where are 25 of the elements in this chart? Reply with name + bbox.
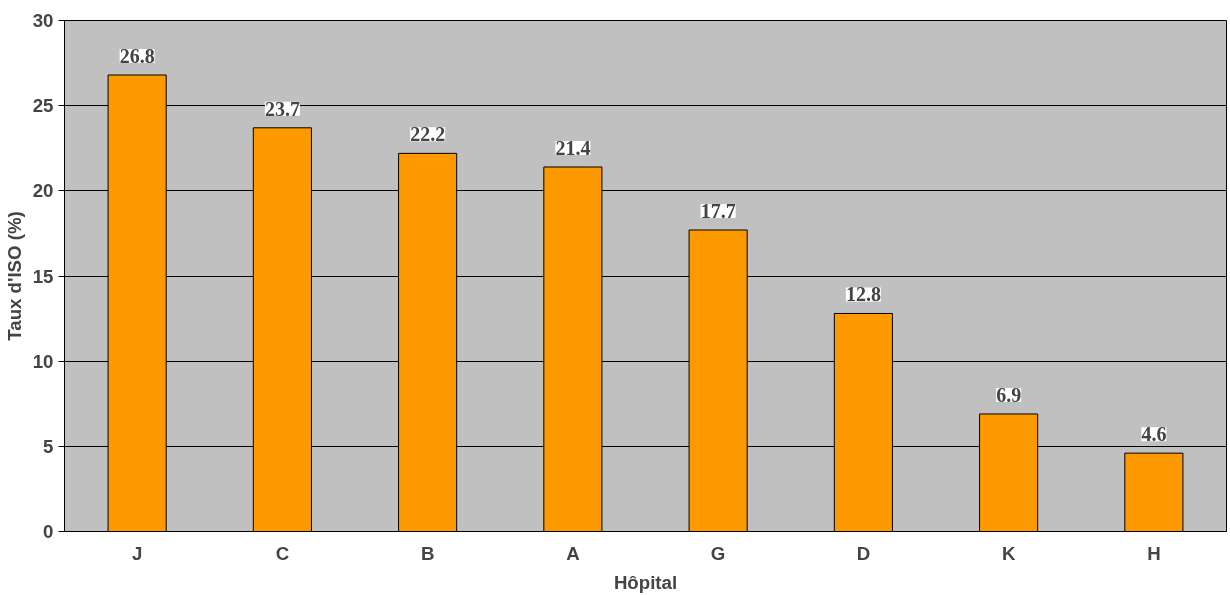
y-tick-label: 20	[32, 180, 54, 202]
x-tick-label: A	[566, 542, 580, 564]
x-tick-label: H	[1147, 542, 1161, 564]
y-tick-label: 25	[32, 95, 54, 117]
y-tick-label: 15	[32, 265, 54, 287]
x-tick-label: C	[275, 542, 290, 564]
x-tick-label: J	[131, 542, 143, 564]
data-label: 12.8	[845, 283, 881, 306]
x-tick-label: B	[420, 542, 435, 564]
y-tick-label: 5	[43, 435, 54, 457]
x-tick-label: K	[1001, 542, 1016, 564]
y-axis-title: Taux d'ISO (%)	[3, 211, 25, 341]
y-tick-label: 30	[32, 10, 54, 31]
data-label: 17.7	[700, 200, 736, 223]
x-axis-title: Hôpital	[613, 571, 678, 593]
data-label: 4.6	[1141, 423, 1167, 446]
x-tick-label: G	[710, 542, 726, 564]
data-label: 22.2	[410, 123, 446, 146]
y-tick-label: 0	[43, 521, 54, 542]
data-label: 23.7	[264, 97, 300, 120]
x-tick-label: D	[856, 542, 871, 564]
data-label: 21.4	[555, 136, 591, 159]
data-label: 6.9	[996, 383, 1022, 406]
y-tick-label: 10	[32, 350, 54, 372]
data-label: 26.8	[119, 45, 155, 68]
